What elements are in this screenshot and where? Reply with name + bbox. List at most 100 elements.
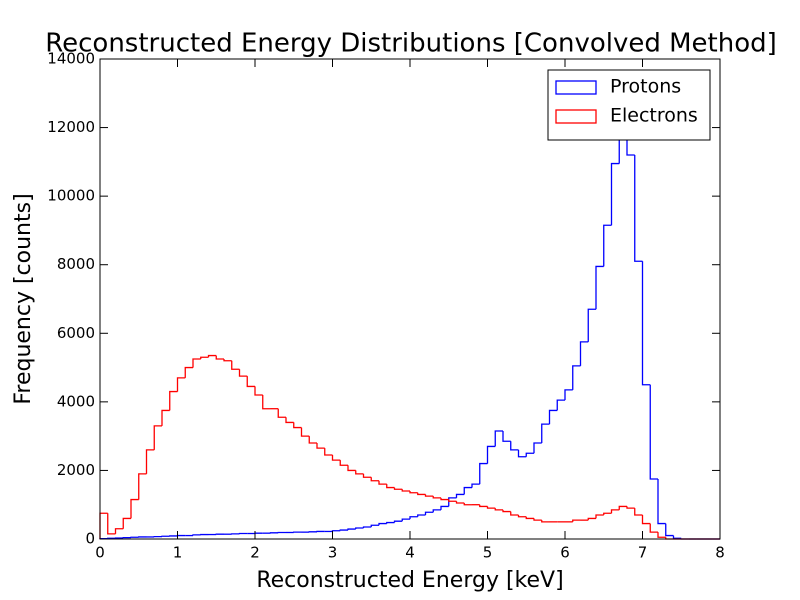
histogram-step <box>494 508 503 511</box>
histogram-step <box>99 512 108 539</box>
histogram-step <box>378 480 387 485</box>
histogram-step <box>347 465 356 472</box>
y-tick-label: 12000 <box>47 118 95 136</box>
legend: Protons Electrons <box>547 69 711 141</box>
histogram-step <box>223 359 232 362</box>
histogram-step <box>300 427 310 437</box>
histogram-step <box>215 355 224 360</box>
histogram-step <box>246 376 255 388</box>
histogram-step <box>254 386 263 396</box>
legend-label: Electrons <box>610 105 698 127</box>
y-tick-label: 10000 <box>47 187 95 205</box>
histogram-step <box>572 519 581 522</box>
histogram-step <box>463 503 472 506</box>
histogram-step <box>130 498 139 519</box>
histogram-step <box>471 483 480 488</box>
histogram-step <box>517 515 527 518</box>
legend-swatch <box>555 80 597 95</box>
histogram-step <box>262 395 271 410</box>
histogram-step <box>114 528 124 534</box>
histogram-step <box>486 445 496 464</box>
histogram-step <box>649 523 658 533</box>
histogram-step <box>641 261 651 386</box>
histogram-step <box>200 356 209 359</box>
histogram-step <box>595 265 604 310</box>
histogram-step <box>145 449 155 474</box>
histogram-step <box>238 369 248 377</box>
histogram-step <box>393 487 403 490</box>
x-tick-label: 8 <box>715 544 725 562</box>
histogram-step <box>424 511 434 515</box>
histogram-step <box>424 494 434 497</box>
legend-swatch <box>555 109 597 124</box>
histogram-step <box>564 389 573 401</box>
histogram-step <box>610 162 620 226</box>
histogram-step <box>355 470 364 475</box>
histogram-step <box>587 517 596 521</box>
histogram-step <box>510 441 519 451</box>
histogram-step <box>634 155 643 262</box>
histogram-step <box>386 521 395 524</box>
histogram-step <box>409 516 418 520</box>
x-tick-label: 6 <box>560 544 570 562</box>
histogram-step <box>541 520 550 523</box>
histogram-step <box>665 523 674 537</box>
histogram-step <box>362 473 372 478</box>
histogram-step <box>184 366 193 378</box>
histogram-step <box>672 535 682 539</box>
histogram-step <box>603 224 612 267</box>
histogram-step <box>548 409 558 425</box>
y-tick-label: 6000 <box>57 324 95 342</box>
legend-label: Protons <box>610 76 681 98</box>
x-tick-label: 4 <box>405 544 415 562</box>
histogram-step <box>176 377 186 392</box>
y-tick-label: 8000 <box>57 255 95 273</box>
histogram-step <box>618 505 627 510</box>
histogram-step <box>455 501 465 504</box>
x-axis-label: Reconstructed Energy [keV] <box>256 568 563 593</box>
histogram-step <box>525 452 534 457</box>
histogram-step <box>494 430 503 447</box>
histogram-step <box>138 473 147 500</box>
histogram-step <box>207 354 217 358</box>
histogram-step <box>525 516 534 520</box>
histogram-step <box>603 512 612 515</box>
histogram-step <box>316 443 325 449</box>
histogram-step <box>417 492 426 496</box>
histogram-step <box>347 528 356 531</box>
histogram-step <box>463 486 472 495</box>
histogram-step <box>502 509 511 513</box>
histogram-step <box>401 518 410 522</box>
histogram-step <box>169 390 178 411</box>
histogram-step <box>107 513 116 535</box>
histogram-step <box>192 534 201 536</box>
y-tick-label: 0 <box>85 530 95 548</box>
legend-box <box>547 69 711 141</box>
histogram-step <box>432 509 441 513</box>
histogram-step <box>192 358 201 368</box>
histogram-step <box>355 527 364 530</box>
histogram-step <box>293 422 302 429</box>
histogram-step <box>541 423 550 443</box>
histogram-step <box>455 493 465 498</box>
histogram-step <box>448 499 457 502</box>
x-tick-label: 1 <box>173 544 183 562</box>
histogram-step <box>657 532 666 538</box>
histogram-step <box>122 517 131 529</box>
histogram-step <box>331 455 341 461</box>
histogram-step <box>610 509 620 514</box>
histogram-step <box>517 449 527 458</box>
y-tick-label: 14000 <box>47 50 95 68</box>
histogram-step <box>587 308 596 342</box>
histogram-step <box>331 530 341 532</box>
histogram-step <box>362 526 372 529</box>
y-axis-label: Frequency [counts] <box>11 193 36 404</box>
histogram-step <box>510 511 519 516</box>
histogram-step <box>556 399 565 411</box>
histogram-step <box>634 508 643 516</box>
histogram-step <box>641 515 651 525</box>
x-tick-label: 7 <box>638 544 648 562</box>
histogram-step <box>440 497 449 501</box>
histogram-step <box>533 442 542 454</box>
